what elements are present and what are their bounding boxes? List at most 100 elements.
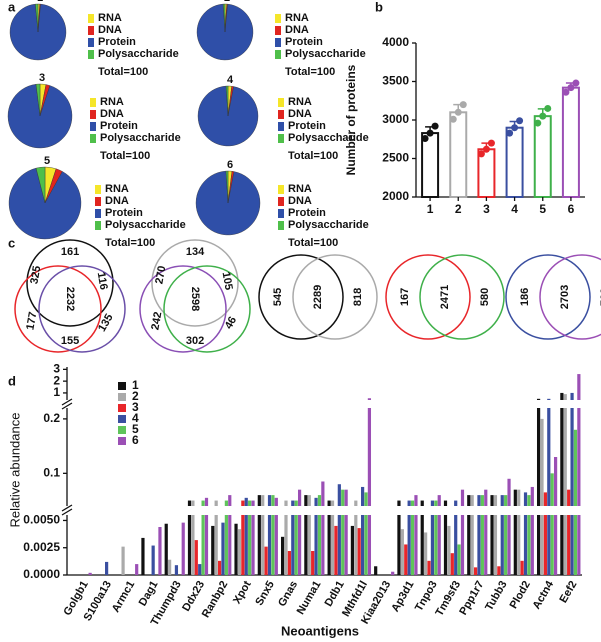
pie-title: 3 xyxy=(39,72,45,84)
x-tick-label: Plod2 xyxy=(508,579,533,611)
bar xyxy=(533,115,552,198)
venn-circle xyxy=(38,265,126,353)
bar xyxy=(547,515,551,575)
legend-label: Polysaccharide xyxy=(288,132,369,144)
bar xyxy=(397,515,401,575)
legend-swatch xyxy=(95,185,101,194)
legend-swatch xyxy=(275,26,281,35)
bar xyxy=(424,532,428,575)
bar xyxy=(311,551,315,575)
bar xyxy=(450,553,454,575)
bar xyxy=(434,500,438,506)
y-tick-label: 3 xyxy=(53,362,60,376)
bar xyxy=(505,126,524,198)
legend-swatch xyxy=(88,50,94,59)
bar xyxy=(420,500,424,506)
bar xyxy=(217,560,222,575)
bar xyxy=(251,515,255,575)
y-tick-label: 3500 xyxy=(382,74,409,88)
bar xyxy=(214,500,218,506)
bar xyxy=(350,525,355,575)
pie-slice xyxy=(35,3,39,33)
y-tick-label: 0.0050 xyxy=(23,513,60,527)
bar xyxy=(477,515,481,575)
pie-annotation: Total=100 xyxy=(98,66,148,78)
bar xyxy=(480,515,484,575)
bar xyxy=(430,515,435,575)
venn-region-label: 177 xyxy=(24,311,39,331)
bar xyxy=(550,515,554,575)
bar xyxy=(248,500,252,506)
bar xyxy=(181,522,185,575)
pie-annotation: Total=100 xyxy=(288,237,338,249)
venn-circle xyxy=(139,265,227,353)
bar xyxy=(244,515,248,575)
legend-label: RNA xyxy=(288,183,312,195)
x-tick-label: Actn4 xyxy=(531,578,557,611)
legend-label: Polysaccharide xyxy=(100,132,181,144)
bar xyxy=(271,495,275,506)
data-point xyxy=(477,150,485,158)
x-tick-label: Snx5 xyxy=(253,579,277,608)
bar xyxy=(577,408,581,506)
legend-swatch xyxy=(278,185,284,194)
legend-swatch xyxy=(118,382,126,390)
legend-label: RNA xyxy=(98,12,122,24)
bar xyxy=(443,515,448,575)
bar xyxy=(560,515,564,575)
bar xyxy=(191,500,195,506)
bar xyxy=(287,551,291,575)
bar xyxy=(364,515,368,575)
bar xyxy=(560,392,564,400)
bar xyxy=(454,515,458,575)
bar xyxy=(297,489,302,506)
bar xyxy=(513,489,517,506)
data-point xyxy=(487,139,495,147)
bar xyxy=(257,515,261,575)
bar xyxy=(493,515,498,575)
bar xyxy=(361,515,365,575)
bar xyxy=(141,537,145,575)
data-point xyxy=(539,112,547,120)
pie-title: 5 xyxy=(44,155,50,167)
bar xyxy=(520,560,524,575)
legend-swatch xyxy=(88,38,94,47)
bar xyxy=(536,408,541,506)
bar xyxy=(361,486,365,506)
bar xyxy=(327,515,331,575)
legend-swatch xyxy=(118,437,126,445)
bar xyxy=(517,489,521,506)
venn-circle xyxy=(505,254,591,340)
bar xyxy=(367,398,372,400)
pie-slice xyxy=(225,85,229,117)
legend-label: RNA xyxy=(285,12,309,24)
bar xyxy=(228,515,232,575)
bar xyxy=(493,495,498,506)
bar xyxy=(449,111,468,198)
bar xyxy=(267,515,272,575)
bar xyxy=(467,515,471,575)
legend-swatch xyxy=(90,98,96,107)
bar xyxy=(500,495,504,506)
bar xyxy=(560,408,564,506)
bar xyxy=(420,515,424,575)
x-tick-label: 4 xyxy=(511,202,518,216)
x-tick-label: Eef2 xyxy=(557,579,579,605)
bar xyxy=(294,515,298,575)
data-point xyxy=(567,84,575,92)
bar xyxy=(540,418,544,506)
legend-label: Polysaccharide xyxy=(105,219,186,231)
bar xyxy=(523,492,528,506)
legend-swatch xyxy=(278,221,284,230)
bar xyxy=(567,515,571,575)
bar xyxy=(391,571,395,575)
y-axis-label: Number of proteins xyxy=(344,64,358,175)
bar xyxy=(284,500,288,506)
bar xyxy=(400,529,404,575)
data-point xyxy=(562,88,570,96)
venn-region-label: 2471 xyxy=(439,285,451,309)
bar xyxy=(530,486,534,506)
legend-swatch xyxy=(275,14,281,23)
bar xyxy=(187,500,192,506)
legend-label: Polysaccharide xyxy=(288,219,369,231)
